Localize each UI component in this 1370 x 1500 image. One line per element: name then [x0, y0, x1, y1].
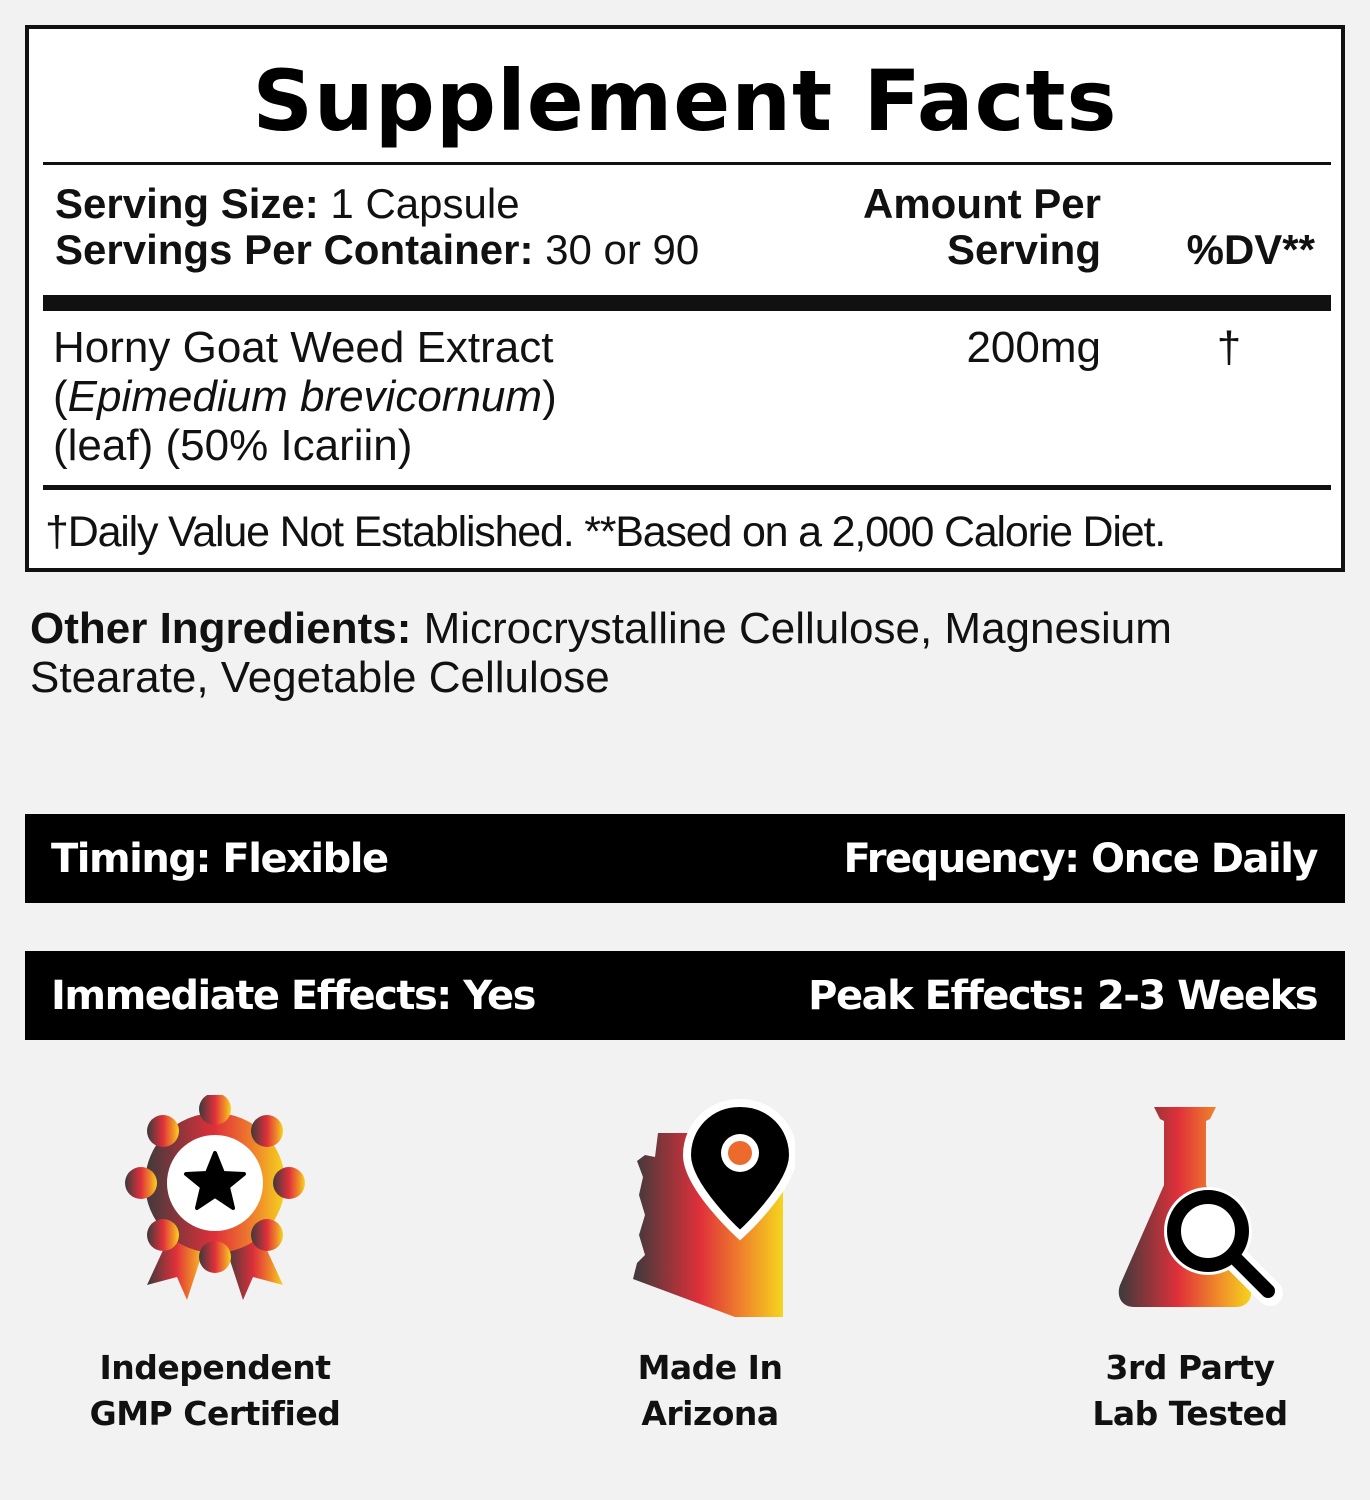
ingredient-row-name: Horny Goat Weed Extract (Epimedium brevi…	[53, 323, 753, 470]
badge-lab-line2: Lab Tested	[1092, 1394, 1288, 1433]
badge-lab-tested: 3rd Party Lab Tested	[1030, 1095, 1350, 1433]
badge-gmp-label: Independent GMP Certified	[55, 1345, 375, 1437]
serving-size-value: 1 Capsule	[318, 180, 520, 227]
serving-size-row: Serving Size: 1 Capsule	[55, 181, 699, 227]
dv-header: %DV**	[1186, 226, 1315, 273]
award-ribbon-star-icon	[55, 1095, 375, 1315]
divider-thin	[43, 162, 1331, 165]
ingredient-latin-name: Epimedium brevicornum	[67, 372, 543, 421]
supplement-facts-panel: Supplement Facts Serving Size: 1 Capsule…	[25, 25, 1345, 572]
other-ingredients: Other Ingredients: Microcrystalline Cell…	[30, 604, 1350, 702]
serving-size-label: Serving Size:	[55, 180, 319, 227]
servings-per-container-row: Servings Per Container: 30 or 90	[55, 227, 699, 273]
servings-per-container-label: Servings Per Container:	[55, 226, 534, 273]
divider-mid	[43, 485, 1331, 490]
divider-thick	[43, 295, 1331, 311]
badge-arizona-line2: Arizona	[641, 1394, 779, 1433]
serving-info: Serving Size: 1 Capsule Servings Per Con…	[55, 181, 699, 273]
ingredient-amount: 200mg	[966, 323, 1101, 372]
other-ingredients-value: Microcrystalline Cellulose, Magnesium St…	[30, 604, 1172, 702]
facts-title: Supplement Facts	[252, 52, 1118, 150]
badge-arizona-line1: Made In	[637, 1348, 783, 1387]
other-ingredients-label: Other Ingredients:	[30, 604, 412, 653]
arizona-map-pin-icon	[550, 1095, 870, 1320]
amount-header-line1: Amount Per	[862, 180, 1101, 227]
lab-flask-magnifier-icon	[1030, 1095, 1350, 1320]
ingredient-detail: (leaf) (50% Icariin)	[53, 421, 413, 470]
immediate-effects-text: Immediate Effects: Yes	[51, 972, 536, 1019]
badge-lab-label: 3rd Party Lab Tested	[1030, 1345, 1350, 1437]
timing-text: Timing: Flexible	[51, 835, 389, 882]
servings-per-container-value: 30 or 90	[533, 226, 700, 273]
badge-gmp-line2: GMP Certified	[89, 1394, 341, 1433]
peak-effects-text: Peak Effects: 2-3 Weeks	[808, 972, 1318, 1019]
amount-per-serving-header: Amount Per Serving	[789, 181, 1101, 273]
amount-header-line2: Serving	[946, 226, 1101, 273]
paren-close: )	[542, 372, 557, 421]
frequency-text: Frequency: Once Daily	[843, 835, 1319, 882]
info-band-timing: Timing: Flexible Frequency: Once Daily	[25, 814, 1345, 903]
badge-arizona-label: Made In Arizona	[550, 1345, 870, 1437]
ingredient-latin-row: (Epimedium brevicornum)	[53, 372, 753, 421]
paren-open: (	[53, 372, 68, 421]
ingredient-name: Horny Goat Weed Extract	[53, 323, 554, 372]
badge-lab-line1: 3rd Party	[1105, 1348, 1275, 1387]
facts-footnote: †Daily Value Not Established. **Based on…	[45, 508, 1166, 556]
badge-made-in-arizona: Made In Arizona	[550, 1095, 870, 1433]
badge-gmp-line1: Independent	[99, 1348, 331, 1387]
badge-gmp-certified: Independent GMP Certified	[55, 1095, 375, 1433]
info-band-effects: Immediate Effects: Yes Peak Effects: 2-3…	[25, 951, 1345, 1040]
ingredient-dv: †	[1216, 323, 1242, 372]
